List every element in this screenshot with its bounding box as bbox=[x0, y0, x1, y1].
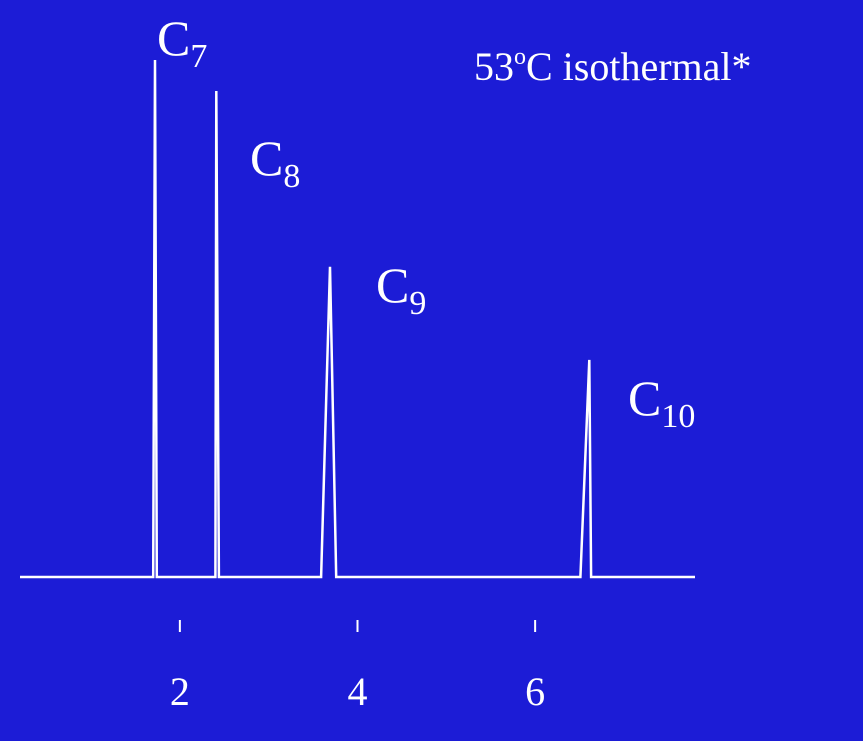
x-tick-label: 6 bbox=[525, 669, 545, 714]
peak-label-base: C bbox=[628, 370, 661, 426]
x-tick-label: 2 bbox=[170, 669, 190, 714]
title-part: C isothermal* bbox=[526, 44, 752, 89]
chart-title: 53oC isothermal* bbox=[474, 44, 752, 89]
peak-label-base: C bbox=[157, 10, 190, 66]
peak-label-subscript: 9 bbox=[409, 285, 426, 322]
peak-label: C10 bbox=[628, 370, 695, 435]
peak-label-subscript: 10 bbox=[661, 398, 695, 435]
peak-label-subscript: 8 bbox=[283, 158, 300, 195]
peak-label-base: C bbox=[376, 257, 409, 313]
peak-label: C9 bbox=[376, 257, 426, 322]
chromatogram-trace bbox=[20, 59, 695, 579]
peak-label: C7 bbox=[157, 10, 207, 75]
title-part: 53 bbox=[474, 44, 514, 89]
peak-label-subscript: 7 bbox=[190, 38, 207, 75]
title-superscript: o bbox=[514, 44, 526, 70]
peak-label: C8 bbox=[250, 130, 300, 195]
peak-label-base: C bbox=[250, 130, 283, 186]
x-tick-label: 4 bbox=[348, 669, 368, 714]
